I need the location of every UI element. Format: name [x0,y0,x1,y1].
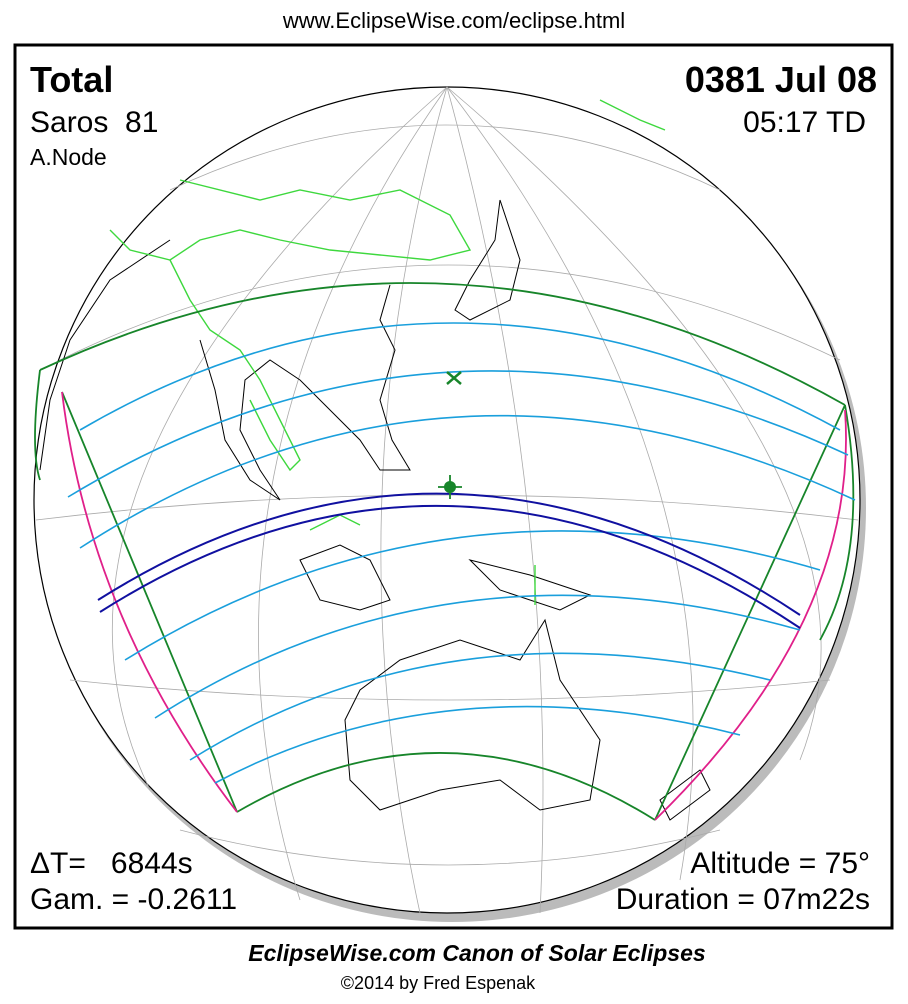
url: www.EclipseWise.com/eclipse.html [282,8,625,33]
country-border [169,259,301,472]
coastline [39,239,171,471]
parallel [69,679,831,701]
umbra-north-limit [97,492,801,616]
rise-set-curve [61,391,238,813]
meridian [446,86,694,881]
max-at-horizon [654,409,847,821]
magnitude-line [214,705,741,784]
magnitude-line [79,414,856,549]
saros: Saros 81 [30,106,158,139]
gamma: Gam. = -0.2611 [30,883,237,916]
meridian [112,86,448,791]
copyright: ©2014 by Fred Espenak [341,973,536,993]
meridian [446,86,822,761]
coastline [468,559,592,611]
parallel [179,829,721,866]
magnitude-line [67,370,849,498]
borders [109,99,666,605]
magnitude-line [189,652,771,761]
magnitude-line [154,594,801,719]
eclipse-path [34,282,856,821]
penumbra-north-limit [39,282,846,406]
parallel [59,264,841,361]
eclipse-type: Total [30,59,113,100]
coastline [454,199,521,321]
country-border [109,179,472,261]
footer-title: EclipseWise.com Canon of Solar Eclipses [248,940,705,966]
magnitude-line [79,322,841,431]
max-at-horizon [61,391,238,813]
subsolar-marker [446,371,462,385]
graticule [35,86,859,914]
rise-set-curve [654,404,846,821]
rise-set-curve [34,369,41,481]
coastlines [39,199,711,821]
meridian [380,86,448,914]
coastline [659,769,711,821]
node: A.Node [30,144,107,170]
parallel [35,494,859,521]
date: 0381 Jul 08 [685,59,877,100]
country-border [599,99,666,131]
coastline [299,544,391,611]
meridian [446,86,544,914]
greatest-eclipse-marker [438,475,462,499]
altitude: Altitude = 75° [690,847,870,880]
delta-t: ΔT= 6844s [30,847,193,880]
time: 05:17 TD [743,106,866,139]
rise-set-curve [819,404,855,641]
coastline [199,284,411,501]
penumbra-south-limit [236,752,656,821]
duration: Duration = 07m22s [616,883,870,916]
parallel [169,124,721,191]
umbra-south-limit [99,504,801,629]
globe [33,86,866,922]
magnitude-line [124,530,821,661]
coastline [344,618,601,811]
